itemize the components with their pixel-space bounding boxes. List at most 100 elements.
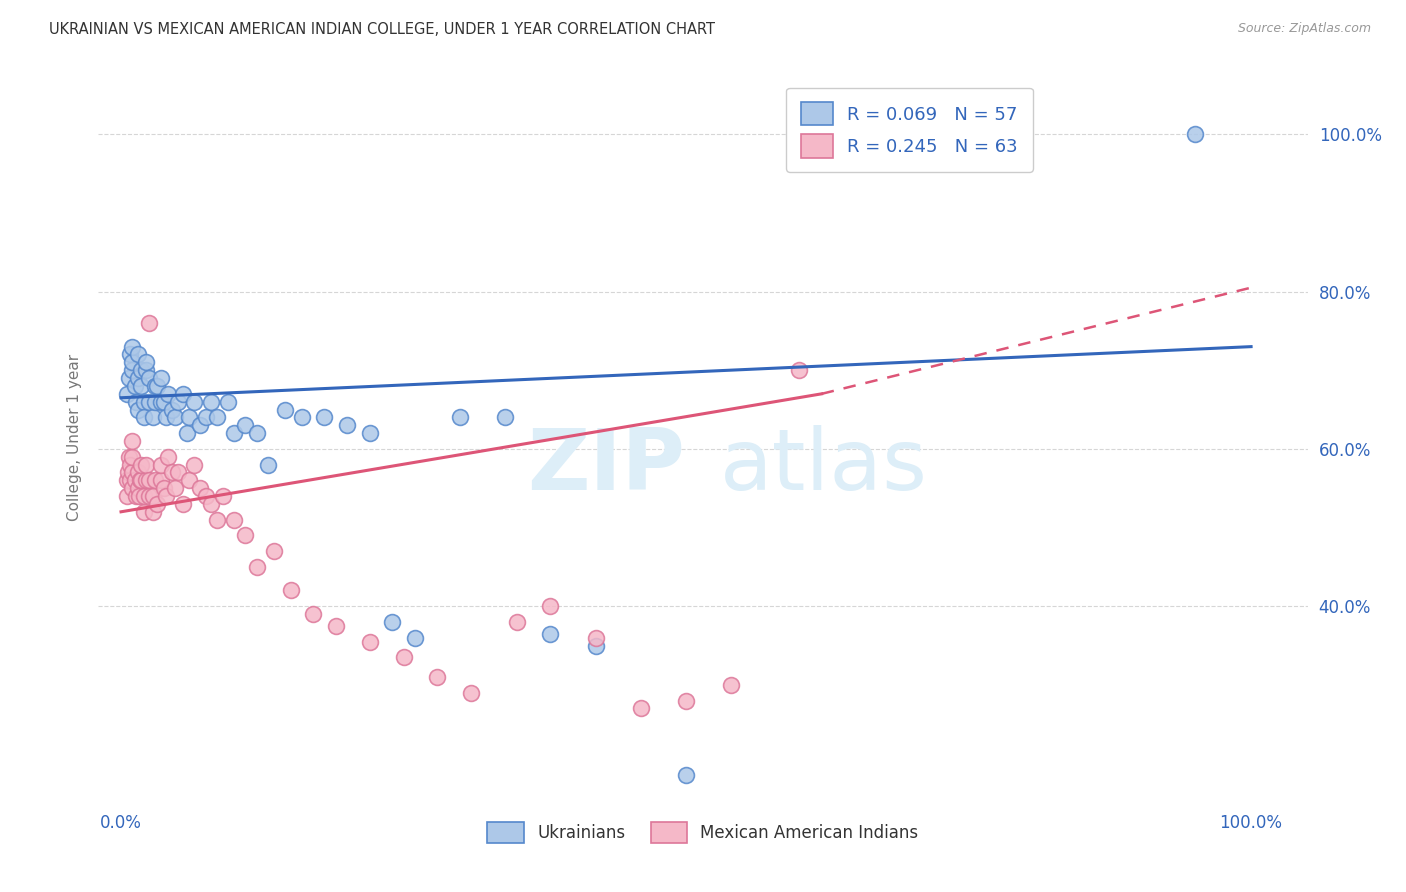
Point xyxy=(165,481,187,495)
Point xyxy=(233,528,256,542)
Point xyxy=(121,355,143,369)
Point xyxy=(172,387,194,401)
Point xyxy=(404,631,426,645)
Point xyxy=(585,631,607,645)
Point xyxy=(246,426,269,441)
Point xyxy=(131,458,153,472)
Point xyxy=(117,466,139,480)
Point xyxy=(392,650,415,665)
Point xyxy=(124,473,146,487)
Text: Source: ZipAtlas.com: Source: ZipAtlas.com xyxy=(1237,22,1371,36)
Point xyxy=(460,686,482,700)
Point xyxy=(538,626,561,640)
Point xyxy=(121,466,143,480)
Point xyxy=(125,489,148,503)
Point xyxy=(325,619,347,633)
Point xyxy=(166,394,188,409)
Point xyxy=(120,473,142,487)
Point xyxy=(121,363,143,377)
Point xyxy=(135,355,157,369)
Point xyxy=(149,371,172,385)
Point xyxy=(155,410,177,425)
Point xyxy=(121,434,143,448)
Point xyxy=(177,473,200,487)
Point xyxy=(142,489,165,503)
Point xyxy=(131,473,153,487)
Point xyxy=(205,513,228,527)
Point xyxy=(630,701,652,715)
Point xyxy=(155,489,177,503)
Point xyxy=(188,418,211,433)
Point xyxy=(131,363,153,377)
Point xyxy=(115,387,138,401)
Point xyxy=(132,394,155,409)
Point xyxy=(274,402,297,417)
Point xyxy=(246,559,269,574)
Text: UKRAINIAN VS MEXICAN AMERICAN INDIAN COLLEGE, UNDER 1 YEAR CORRELATION CHART: UKRAINIAN VS MEXICAN AMERICAN INDIAN COL… xyxy=(49,22,716,37)
Point xyxy=(120,458,142,472)
Point xyxy=(153,481,176,495)
Point xyxy=(188,481,211,495)
Point xyxy=(449,410,471,425)
Text: ZIP: ZIP xyxy=(527,425,685,508)
Point xyxy=(115,489,138,503)
Point xyxy=(138,394,160,409)
Point xyxy=(127,347,149,361)
Point xyxy=(118,450,141,464)
Point xyxy=(217,394,239,409)
Point xyxy=(205,410,228,425)
Point xyxy=(314,410,336,425)
Point xyxy=(129,473,152,487)
Point xyxy=(135,473,157,487)
Point xyxy=(336,418,359,433)
Point xyxy=(146,379,169,393)
Point xyxy=(121,450,143,464)
Point xyxy=(138,316,160,330)
Point xyxy=(157,387,180,401)
Point xyxy=(359,634,381,648)
Point xyxy=(787,363,810,377)
Point xyxy=(222,513,245,527)
Point xyxy=(194,489,217,503)
Point xyxy=(128,489,150,503)
Point xyxy=(166,466,188,480)
Point xyxy=(118,371,141,385)
Point xyxy=(233,418,256,433)
Point xyxy=(160,466,183,480)
Y-axis label: College, Under 1 year: College, Under 1 year xyxy=(67,353,83,521)
Point xyxy=(146,497,169,511)
Point xyxy=(585,639,607,653)
Point xyxy=(675,768,697,782)
Point xyxy=(359,426,381,441)
Point xyxy=(257,458,280,472)
Point xyxy=(115,473,138,487)
Point xyxy=(138,489,160,503)
Point xyxy=(127,371,149,385)
Point xyxy=(291,410,314,425)
Point xyxy=(494,410,516,425)
Point xyxy=(177,410,200,425)
Point xyxy=(127,481,149,495)
Point xyxy=(157,450,180,464)
Point xyxy=(135,458,157,472)
Point xyxy=(426,670,449,684)
Point xyxy=(120,347,142,361)
Point xyxy=(505,615,527,629)
Point xyxy=(263,544,285,558)
Point xyxy=(194,410,217,425)
Point xyxy=(381,615,404,629)
Point xyxy=(132,410,155,425)
Point xyxy=(149,394,172,409)
Point xyxy=(165,410,187,425)
Point xyxy=(211,489,233,503)
Point xyxy=(125,394,148,409)
Legend: Ukrainians, Mexican American Indians: Ukrainians, Mexican American Indians xyxy=(481,815,925,849)
Point xyxy=(183,458,205,472)
Point xyxy=(200,394,222,409)
Point xyxy=(127,402,149,417)
Point xyxy=(143,394,166,409)
Point xyxy=(538,599,561,614)
Point xyxy=(280,583,302,598)
Point xyxy=(131,379,153,393)
Point xyxy=(149,473,172,487)
